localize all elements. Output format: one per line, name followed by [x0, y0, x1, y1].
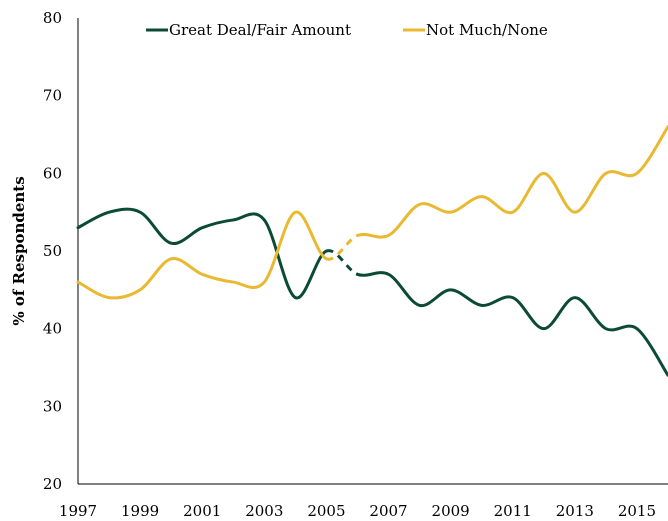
x-tick-label: 1999	[121, 502, 159, 520]
series-line-dashed	[325, 249, 359, 276]
y-tick-label: 80	[43, 9, 62, 27]
legend-label: Not Much/None	[426, 21, 548, 39]
series-line-solid	[76, 207, 328, 300]
series-line-dashed	[325, 234, 359, 261]
y-tick-labels: 20 30 40 50 60 70 80	[43, 9, 62, 493]
x-tick-label: 1997	[59, 502, 97, 520]
y-tick-label: 60	[43, 164, 62, 182]
x-tick-labels: 1997 1999 2001 2003 2005 2007 2009 2011 2013 2015	[59, 502, 656, 520]
x-tick-label: 2009	[432, 502, 470, 520]
x-tick-label: 2015	[618, 502, 656, 520]
x-tick-label: 2003	[245, 502, 283, 520]
series-lines	[76, 125, 668, 377]
series-line-solid	[355, 125, 668, 239]
x-axis: 1997 1999 2001 2003 2005 2007 2009 2011 2013 2015	[59, 483, 668, 520]
x-tick-label: 2007	[369, 502, 407, 520]
y-tick-label: 50	[43, 242, 62, 260]
x-tick-label: 2001	[183, 502, 221, 520]
legend: Great Deal/Fair Amount Not Much/None	[146, 21, 548, 39]
series-line-solid	[76, 210, 328, 300]
x-tick-label: 2011	[494, 502, 532, 520]
y-axis-label: % of Respondents	[10, 176, 28, 325]
legend-item: Great Deal/Fair Amount	[146, 21, 351, 39]
legend-label: Great Deal/Fair Amount	[169, 21, 351, 39]
y-tick-label: 70	[43, 87, 62, 105]
series-1	[76, 207, 668, 377]
series-2	[76, 125, 668, 300]
x-tick-label: 2013	[556, 502, 594, 520]
series-line-solid	[355, 271, 668, 377]
y-axis: 20 30 40 50 60 70 80	[43, 9, 79, 493]
legend-item: Not Much/None	[403, 21, 548, 39]
y-tick-label: 30	[43, 397, 62, 415]
y-tick-label: 40	[43, 320, 62, 338]
y-tick-label: 20	[43, 475, 62, 493]
x-tick-label: 2005	[307, 502, 345, 520]
